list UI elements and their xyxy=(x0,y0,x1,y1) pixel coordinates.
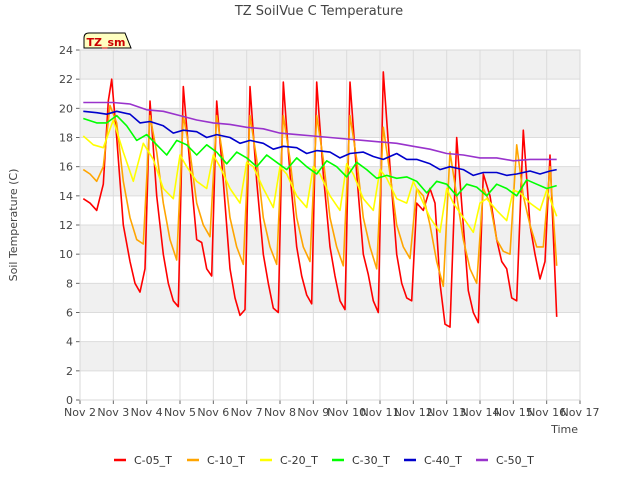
series-lines xyxy=(82,71,558,328)
plot-band xyxy=(80,50,580,80)
y-tick-label: 2 xyxy=(66,365,73,378)
series-line-c-05-t xyxy=(82,71,558,328)
x-tick-label: Nov 5 xyxy=(164,406,196,419)
x-tick-label: Nov 16 xyxy=(527,406,566,419)
y-tick-label: 24 xyxy=(59,44,73,57)
y-axis-label: Soil Temperature (C) xyxy=(7,169,20,282)
plot-band xyxy=(80,108,580,138)
plot-band xyxy=(80,370,580,400)
y-tick-label: 6 xyxy=(66,307,73,320)
x-tick-label: Nov 7 xyxy=(231,406,263,419)
legend-label: C-10_T xyxy=(207,454,245,467)
plot-band xyxy=(80,254,580,284)
y-tick-label: 4 xyxy=(66,336,73,349)
series-line-c-40-t xyxy=(83,110,557,177)
x-tick-label: Nov 6 xyxy=(197,406,229,419)
series-line-c-20-t xyxy=(82,119,558,234)
y-tick-label: 16 xyxy=(59,161,73,174)
x-tick-label: Nov 9 xyxy=(297,406,329,419)
legend-label: C-30_T xyxy=(352,454,390,467)
x-tick-label: Nov 11 xyxy=(361,406,400,419)
y-tick-label: 18 xyxy=(59,132,73,145)
legend-label: C-05_T xyxy=(134,454,172,467)
x-tick-label: Nov 8 xyxy=(264,406,296,419)
chart-title: TZ SoilVue C Temperature xyxy=(234,4,403,19)
y-tick-label: 8 xyxy=(66,277,73,290)
legend-label: C-20_T xyxy=(280,454,318,467)
y-tick-label: 0 xyxy=(66,394,73,407)
x-tick-label: Nov 10 xyxy=(327,406,366,419)
x-tick-label: Nov 2 xyxy=(64,406,96,419)
legend-label: C-40_T xyxy=(424,454,462,467)
x-axis-ticks: Nov 2 Nov 3 Nov 4 Nov 5 Nov 6 Nov 7 Nov 8 Nov 9… xyxy=(64,400,599,419)
x-tick-label: Nov 13 xyxy=(427,406,466,419)
x-tick-label: Nov 14 xyxy=(461,406,500,419)
plot-frame xyxy=(79,49,581,401)
x-tick-label: Nov 15 xyxy=(494,406,533,419)
series-line-c-10-t xyxy=(82,104,558,288)
plot-band xyxy=(80,166,580,196)
x-tick-label: Nov 3 xyxy=(97,406,129,419)
series-line-c-50-t xyxy=(83,101,557,162)
y-tick-label: 14 xyxy=(59,190,73,203)
y-tick-label: 22 xyxy=(59,73,73,86)
plot-band xyxy=(80,283,580,313)
plot-band xyxy=(80,312,580,342)
y-tick-label: 12 xyxy=(59,219,73,232)
x-tick-label: Nov 4 xyxy=(131,406,163,419)
series-line-c-30-t xyxy=(83,114,557,197)
legend-label: C-50_T xyxy=(496,454,534,467)
y-tick-label: 10 xyxy=(59,248,73,261)
x-axis-label: Time xyxy=(550,423,578,436)
plot-band xyxy=(80,79,580,109)
y-tick-label: 20 xyxy=(59,102,73,115)
x-tick-label: Nov 12 xyxy=(394,406,433,419)
plot-band xyxy=(80,341,580,371)
chart-badge-label: TZ_sm xyxy=(87,36,126,49)
chart-badge: TZ_sm xyxy=(83,32,132,49)
legend: C-05_T C-10_T C-20_T C-30_T C-40_T C-50_T xyxy=(114,454,534,467)
x-tick-label: Nov 17 xyxy=(561,406,600,419)
